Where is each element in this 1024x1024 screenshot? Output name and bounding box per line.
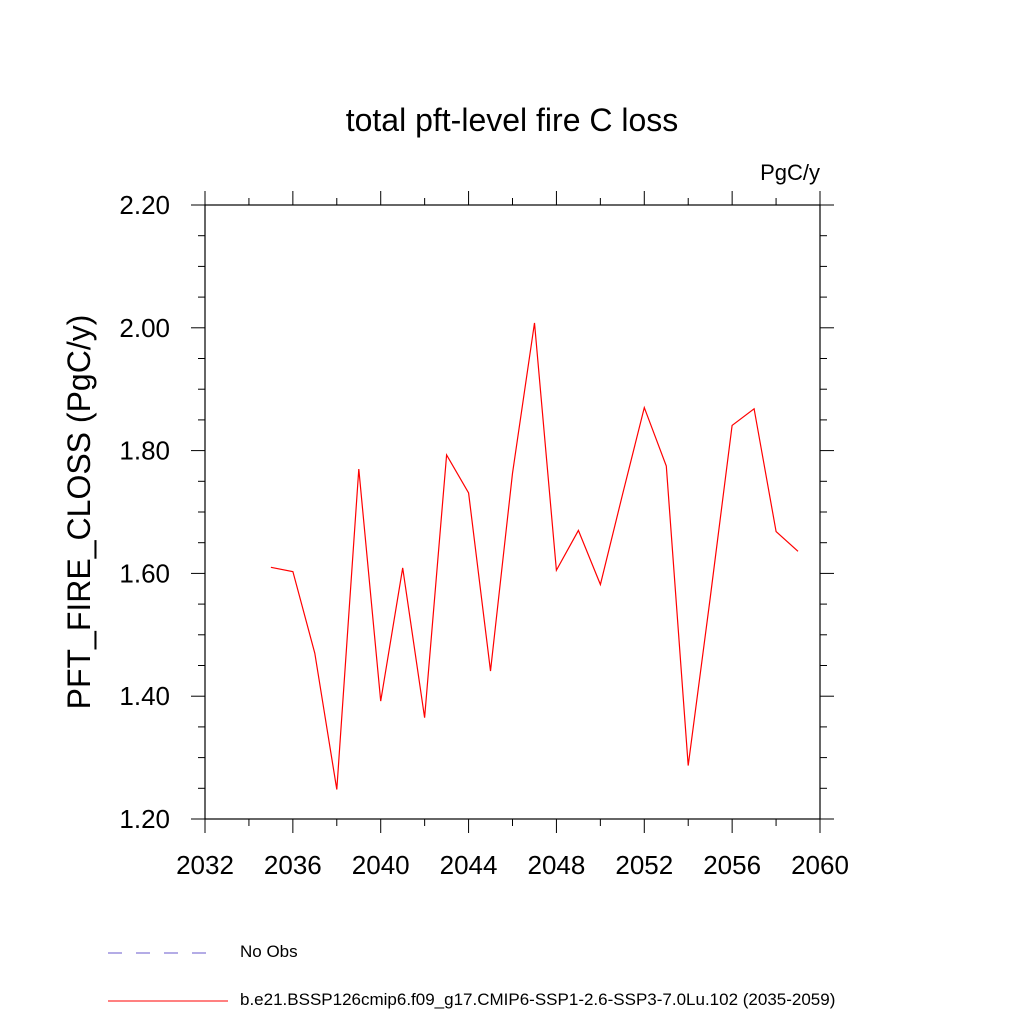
x-tick-label: 2032 (176, 850, 234, 880)
y-axis-label: PFT_FIRE_CLOSS (PgC/y) (61, 315, 97, 710)
y-tick-label: 2.20 (119, 190, 170, 220)
x-tick-label: 2052 (615, 850, 673, 880)
x-tick-label: 2044 (440, 850, 498, 880)
legend-label-no-obs: No Obs (240, 942, 298, 961)
y-tick-label: 1.20 (119, 804, 170, 834)
y-tick-label: 1.80 (119, 436, 170, 466)
x-tick-label: 2040 (352, 850, 410, 880)
y-tick-label: 1.40 (119, 681, 170, 711)
y-tick-label: 2.00 (119, 313, 170, 343)
x-tick-label: 2056 (703, 850, 761, 880)
legend-label-series: b.e21.BSSP126cmip6.f09_g17.CMIP6-SSP1-2.… (240, 990, 836, 1009)
series-line (270, 322, 799, 790)
x-tick-label: 2060 (791, 850, 849, 880)
data-points (270, 322, 799, 790)
tick-labels: 2032 2036 2040 2044 2048 2052 2056 2060 1.20 1.40… (119, 190, 849, 880)
chart-title: total pft-level fire C loss (346, 102, 679, 138)
units-label: PgC/y (760, 160, 820, 185)
plot-frame (204, 204, 821, 820)
axis-ticks (191, 191, 834, 833)
x-tick-label: 2048 (528, 850, 586, 880)
x-tick-label: 2036 (264, 850, 322, 880)
y-tick-label: 1.60 (119, 558, 170, 588)
